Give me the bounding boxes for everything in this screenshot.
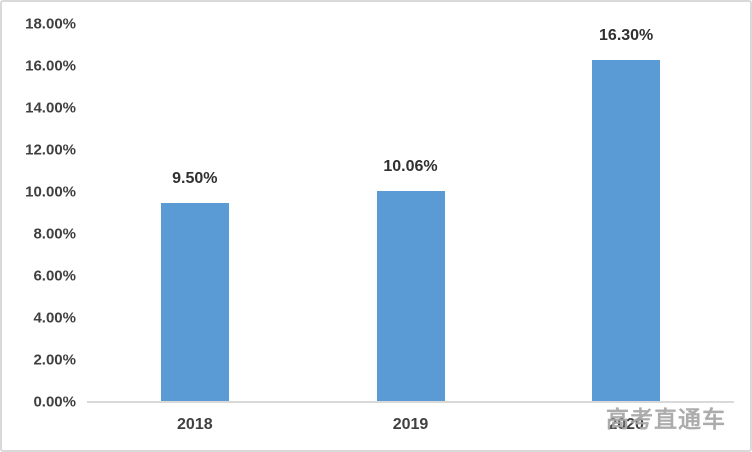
y-tick-label: 6.00% xyxy=(33,267,76,285)
watermark: 高考直通车 xyxy=(606,406,726,432)
y-tick-label: 16.00% xyxy=(25,57,76,75)
y-tick-label: 10.00% xyxy=(25,183,76,201)
x-axis-line xyxy=(87,401,734,403)
y-tick-label: 12.00% xyxy=(25,141,76,159)
data-label-2020: 16.30% xyxy=(599,26,654,44)
bar-2020 xyxy=(592,59,661,402)
data-label-2019: 10.06% xyxy=(383,157,438,175)
y-tick-label: 2.00% xyxy=(33,351,76,369)
data-label-2018: 9.50% xyxy=(172,169,218,187)
y-tick-label: 4.00% xyxy=(33,309,76,327)
x-tick-label-2020: 2020 xyxy=(608,416,644,433)
bar-2018 xyxy=(160,202,229,402)
y-tick-label: 18.00% xyxy=(25,15,76,33)
x-tick-label-2018: 2018 xyxy=(177,416,213,433)
y-tick-label: 14.00% xyxy=(25,99,76,117)
y-tick-label: 0.00% xyxy=(33,393,76,411)
bar-2019 xyxy=(376,190,445,402)
x-tick-label-2019: 2019 xyxy=(392,416,429,433)
y-tick-label: 8.00% xyxy=(33,225,76,243)
